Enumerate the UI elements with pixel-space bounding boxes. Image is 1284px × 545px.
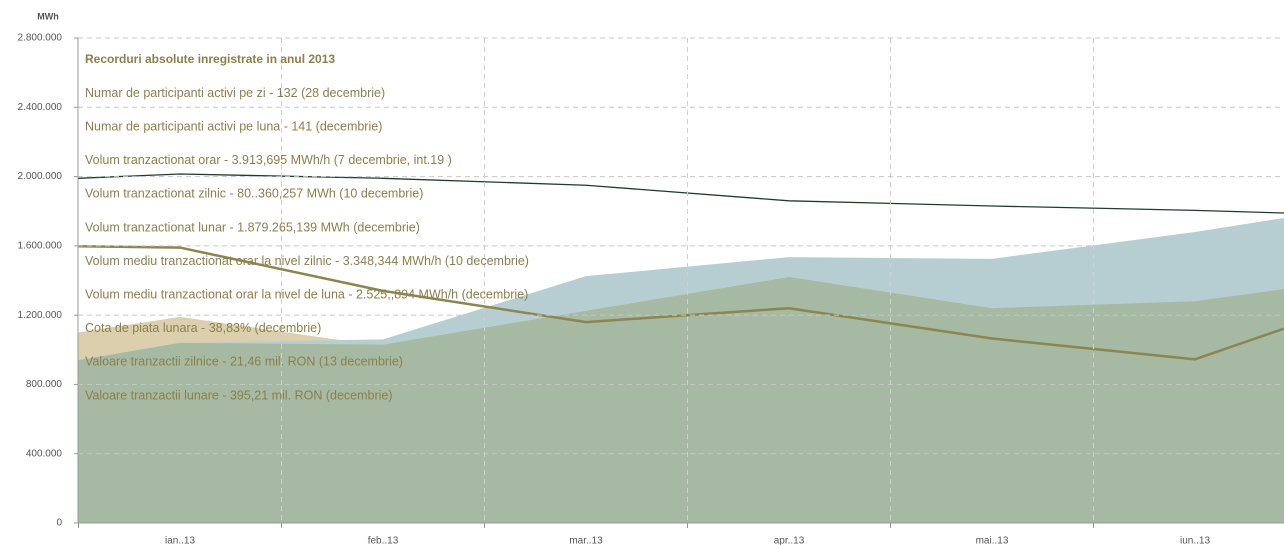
y-tick-label: 2.800.000 — [18, 33, 63, 44]
annotation: Numar de participanti activi pe zi - 132… — [85, 86, 385, 100]
y-tick-label: 400.000 — [26, 448, 63, 459]
x-tick-label: mai..13 — [976, 536, 1009, 545]
y-tick-label: 1.600.000 — [18, 240, 63, 251]
y-tick-label: 0 — [56, 518, 62, 529]
x-tick-label: ian..13 — [165, 536, 195, 545]
axes: 0 400.000 800.000 1.200.000 1.600.000 2.000.0… — [18, 33, 1284, 545]
annotation: Cota de piata lunara - 38,83% (decembrie… — [85, 321, 321, 335]
annotation: Numar de participanti activi pe luna - 1… — [85, 119, 382, 133]
annotation: Recorduri absolute inregistrate in anul … — [85, 52, 335, 66]
area — [78, 277, 1284, 523]
line — [78, 245, 1284, 361]
annotation: Volum mediu tranzactionat orar la nivel … — [85, 254, 529, 268]
x-tick-label: iun..13 — [1180, 536, 1210, 545]
annotation: Valoare tranzactii lunare - 395,21 mil. … — [85, 388, 393, 402]
annotation: Volum tranzactionat zilnic - 80..360,257… — [85, 187, 423, 201]
x-tick-label: feb..13 — [368, 536, 399, 545]
x-tick-label: mar..13 — [569, 536, 603, 545]
y-tick-label: 1.200.000 — [18, 310, 63, 321]
y-unit: MWh — [37, 11, 59, 21]
plot — [78, 173, 1284, 523]
annotation: Volum tranzactionat lunar - 1.879.265,13… — [85, 220, 420, 234]
annotation: Volum tranzactionat orar - 3.913,695 MWh… — [85, 153, 452, 167]
annotation: Volum mediu tranzactionat orar la nivel … — [85, 287, 528, 301]
annotation: Valoare tranzactii zilnice - 21,46 mil. … — [85, 355, 403, 369]
x-tick-label: apr..13 — [774, 536, 805, 545]
y-tick-label: 800.000 — [26, 379, 63, 390]
y-tick-label: 2.000.000 — [18, 171, 63, 182]
y-tick-label: 2.400.000 — [18, 102, 63, 113]
